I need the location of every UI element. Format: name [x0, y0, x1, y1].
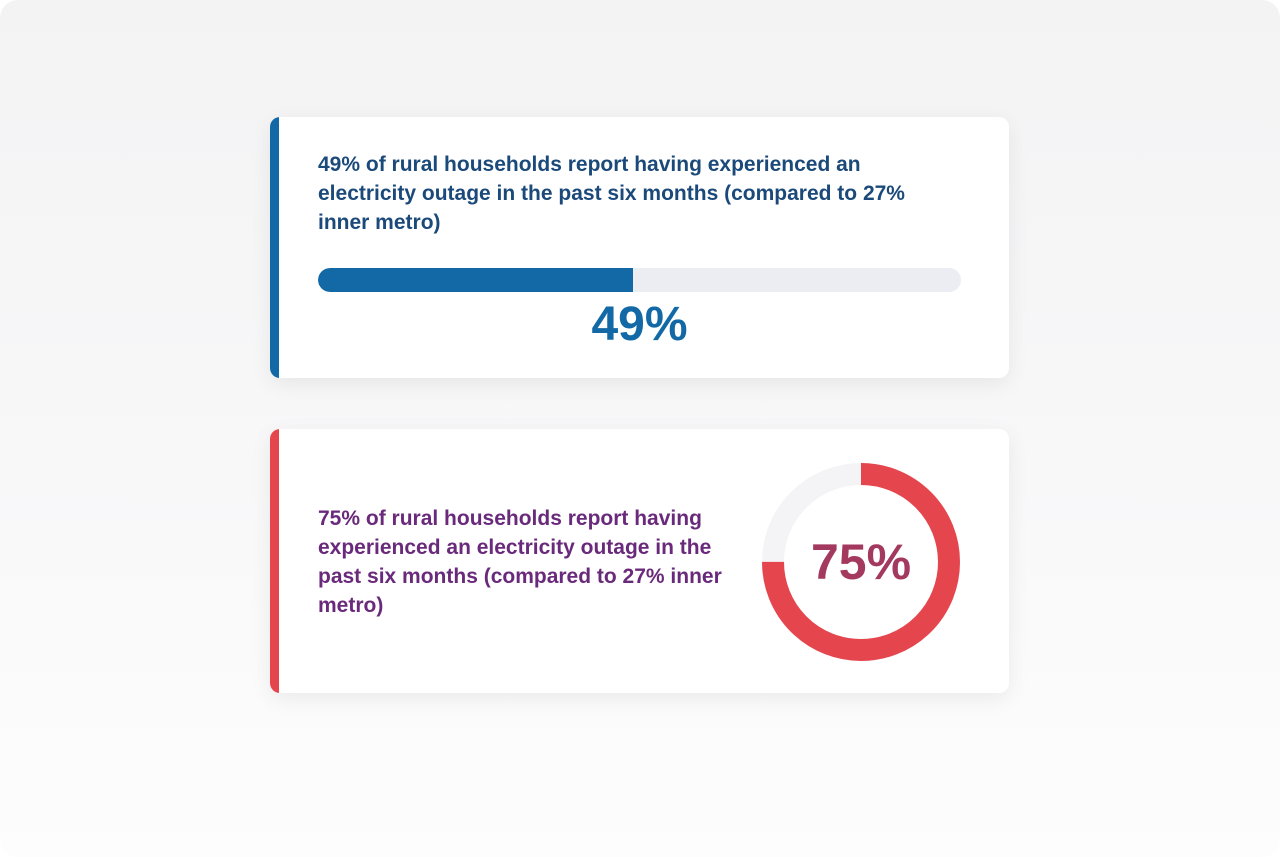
- donut-chart: [762, 463, 960, 661]
- progress-bar-track: [318, 268, 961, 292]
- stat-description: 75% of rural households report having ex…: [318, 507, 722, 617]
- progress-bar-fill: [318, 268, 634, 292]
- stat-description: 49% of rural households report having ex…: [318, 153, 905, 234]
- stat-card-progress-bar: 49% of rural households report having ex…: [270, 117, 1009, 378]
- card-accent-stripe-blue: [270, 117, 279, 378]
- donut-value-label: 75%: [810, 534, 912, 590]
- progress-value-label: 49%: [591, 298, 688, 351]
- card-accent-stripe-red: [270, 429, 279, 693]
- donut-value-arc: [762, 463, 960, 661]
- stat-card-donut: 75% of rural households report having ex…: [270, 429, 1009, 693]
